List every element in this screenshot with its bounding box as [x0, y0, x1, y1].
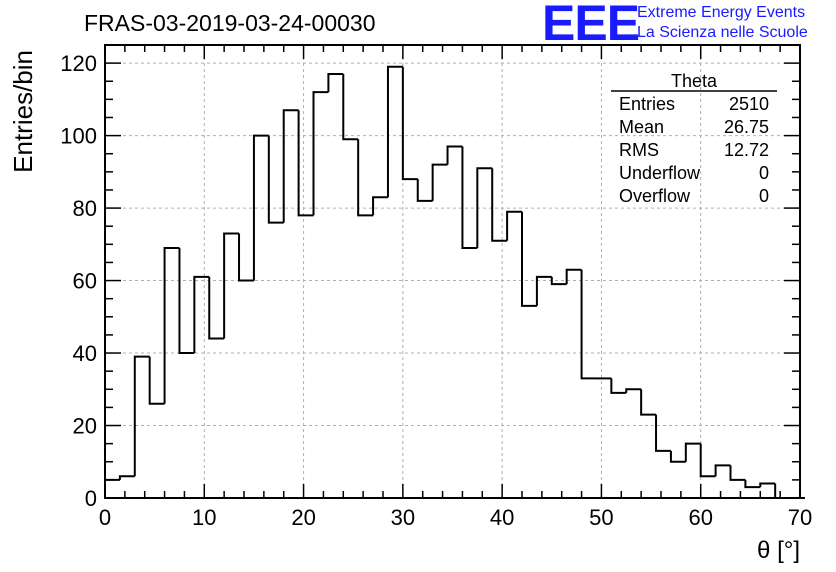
y-tick-label: 0 [85, 486, 97, 511]
histogram-bar [104, 478, 120, 498]
histogram-bar [163, 246, 180, 404]
x-axis-label: θ [°] [757, 537, 800, 564]
histogram-bar [729, 465, 746, 481]
histogram-bar [327, 72, 344, 93]
tick-labels: 0 10 20 30 40 50 60 70 0 20 40 60 80 100 120 [60, 51, 812, 530]
x-tick-label: 50 [589, 505, 613, 530]
y-tick-label: 100 [60, 124, 97, 149]
histogram-bar [699, 443, 716, 478]
histogram-bar [401, 66, 418, 181]
x-tick-label: 20 [291, 505, 315, 530]
histogram-bar [267, 135, 284, 224]
stats-row-label: Overflow [619, 186, 691, 206]
y-tick-label: 20 [73, 414, 97, 439]
logo-caption: Extreme Energy Events La Scienza nelle S… [637, 3, 808, 43]
y-tick-label: 80 [73, 196, 97, 221]
histogram-bar [118, 475, 135, 480]
histogram-bar [714, 464, 731, 477]
stats-row-label: Mean [619, 117, 664, 137]
y-tick-label: 40 [73, 341, 97, 366]
histogram-bar [297, 110, 314, 217]
histogram-bar [238, 233, 254, 282]
histogram-bar [223, 232, 240, 339]
histogram-bar [431, 163, 448, 201]
histogram-bar [476, 167, 493, 248]
histogram-bar [193, 275, 210, 354]
x-tick-label: 10 [192, 505, 216, 530]
stats-row-value: 26.75 [724, 117, 769, 137]
x-tick-label: 70 [788, 505, 812, 530]
stats-row-value: 12.72 [724, 140, 769, 160]
histogram-bar [357, 139, 374, 217]
x-tick-label: 60 [688, 505, 712, 530]
stats-row-value: 0 [759, 186, 769, 206]
run-title: FRAS-03-2019-03-24-00030 [84, 10, 376, 36]
histogram-bar [744, 479, 761, 489]
histogram-bar [535, 275, 552, 306]
y-tick-label: 60 [73, 269, 97, 294]
stats-row-value: 2510 [729, 94, 769, 114]
histogram-bar [416, 179, 433, 202]
histogram-bar [550, 276, 567, 286]
stats-row-label: RMS [619, 140, 659, 160]
eee-logo: EEE [542, 0, 640, 51]
histogram-bar [684, 442, 701, 462]
histogram-bar [312, 91, 329, 216]
histogram-bar [461, 146, 478, 249]
histogram-bar [446, 145, 463, 165]
x-tick-label: 30 [391, 505, 415, 530]
histogram-bar [208, 276, 225, 340]
histogram-bar [506, 210, 522, 241]
y-axis-label: Entries/bin [8, 50, 38, 173]
logo-line-1: Extreme Energy Events [637, 4, 806, 21]
stats-row-label: Entries [619, 94, 675, 114]
histogram-bars [104, 65, 805, 499]
stats-box: Theta Entries 2510 Mean 26.75 RMS 12.72 Underfl… [611, 71, 777, 206]
histogram-bar [148, 356, 165, 405]
histogram-bar [282, 109, 299, 223]
x-tick-label: 40 [490, 505, 514, 530]
plot-frame [104, 44, 801, 499]
histogram-bar [669, 450, 686, 463]
x-tick-label: 0 [99, 505, 111, 530]
stats-row-label: Underflow [619, 163, 701, 183]
histogram-bar [491, 168, 508, 242]
stats-name: Theta [671, 71, 718, 91]
histogram-bar [252, 134, 269, 281]
histogram-bar [386, 65, 403, 198]
histogram-bar [342, 73, 359, 141]
histogram-bar [759, 482, 776, 488]
histogram-bar [580, 269, 597, 380]
axes [104, 44, 801, 499]
histogram-bar [521, 211, 537, 307]
histogram-bar [565, 268, 582, 285]
y-tick-label: 120 [60, 51, 97, 76]
histogram-bar [640, 389, 657, 416]
tick-marks [104, 44, 801, 499]
logo-line-2: La Scienza nelle Scuole [637, 24, 808, 41]
grid-lines [105, 45, 800, 498]
histogram-bar [625, 388, 642, 393]
histogram-bar [133, 355, 150, 477]
histogram-bar [774, 483, 791, 499]
histogram-bar [655, 414, 671, 452]
histogram-bar [610, 378, 627, 394]
stats-row-value: 0 [759, 163, 769, 183]
histogram-bar [178, 247, 195, 355]
histogram-bar [372, 196, 388, 216]
